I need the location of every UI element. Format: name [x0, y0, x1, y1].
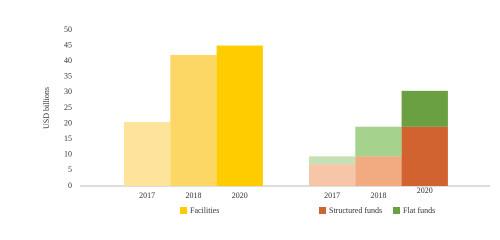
bar	[216, 45, 263, 186]
x-tick-label: 2017	[139, 191, 155, 200]
y-tick-label: 40	[64, 56, 72, 65]
y-tick-label: 50	[64, 25, 72, 34]
y-tick-label: 30	[64, 87, 72, 96]
bar-segment	[309, 156, 356, 165]
bar-segment	[355, 156, 402, 186]
x-tick-label: 2020	[232, 191, 248, 200]
y-tick-label: 45	[64, 40, 72, 49]
x-tick-label: 2020	[417, 186, 433, 195]
y-tick-label: 25	[64, 103, 72, 112]
chart: USD billions 0 5 10 15 20 25 30 35 40 45 50 2017 201…	[42, 25, 490, 215]
bar-segment	[309, 164, 356, 186]
bar	[124, 122, 171, 186]
bar-segment	[401, 126, 448, 186]
y-tick-label: 0	[68, 181, 72, 190]
y-tick-label: 10	[64, 150, 72, 159]
legend-label: Facilities	[190, 206, 219, 215]
y-tick-label: 15	[64, 134, 72, 143]
x-tick-label: 2018	[370, 191, 386, 200]
bar-segment	[401, 90, 448, 127]
legend-label: Structured funds	[329, 206, 382, 215]
x-tick-label: 2017	[324, 191, 340, 200]
bar-segment	[355, 126, 402, 157]
bar	[170, 54, 217, 187]
y-tick-label: 20	[64, 118, 72, 127]
y-tick-label: 5	[68, 165, 72, 174]
y-axis-label: USD billions	[42, 87, 51, 129]
legend-swatch	[319, 207, 326, 214]
legend-label: Flat funds	[403, 206, 435, 215]
y-tick-label: 35	[64, 72, 72, 81]
x-tick-label: 2018	[185, 191, 201, 200]
legend-swatch	[393, 207, 400, 214]
legend-swatch	[180, 207, 187, 214]
